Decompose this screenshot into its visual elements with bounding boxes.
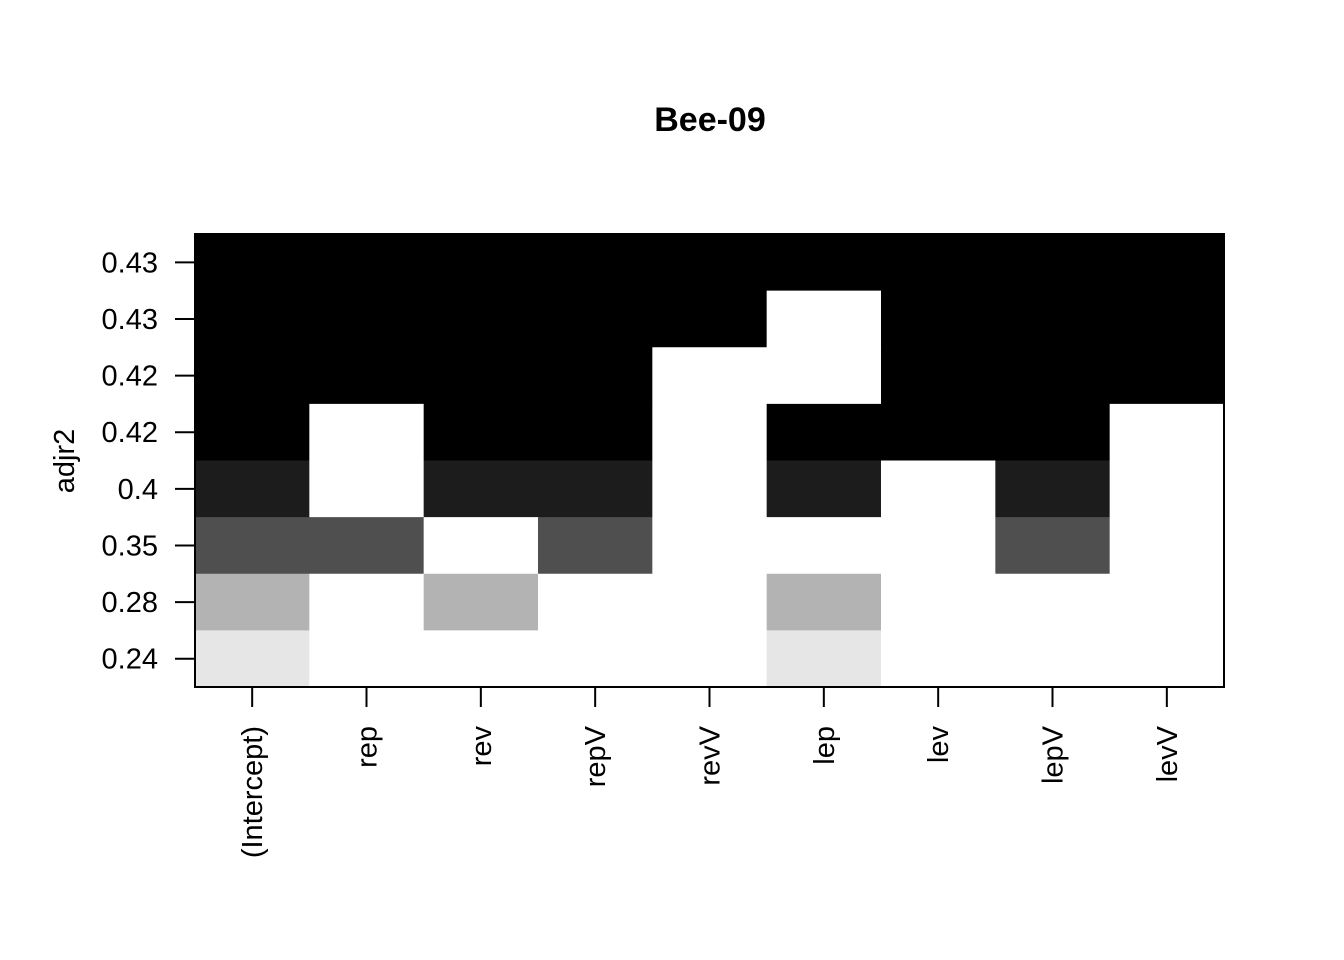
y-axis: 0.43 0.43 0.42 0.42 0.4 0.35 0.28 0.24 [102,247,195,676]
y-tick-label: 0.4 [118,474,158,506]
heatmap-cells [195,234,1225,688]
heatmap-cell-r1-c4 [652,290,768,348]
heatmap-cell-r6-c6 [881,573,996,631]
x-tick-label: rep [352,726,384,768]
heatmap-cell-r0-c6 [881,234,996,292]
heatmap-cell-r7-c7 [995,630,1111,688]
chart-title: Bee-09 [654,101,766,139]
heatmap-cell-r2-c2 [423,347,539,405]
heatmap-cell-r2-c7 [995,347,1111,405]
heatmap-cell-r4-c6 [881,460,996,518]
heatmap-cell-r7-c8 [1109,630,1225,688]
heatmap-cell-r6-c3 [538,573,653,631]
x-tick-label: levV [1152,725,1184,782]
x-axis: (Intercept) rep rev repV revV lep lev lepV levV [237,687,1184,858]
heatmap-cell-r0-c7 [995,234,1111,292]
heatmap-cell-r3-c4 [652,403,768,462]
heatmap-cell-r1-c5 [766,290,882,348]
heatmap-cell-r1-c1 [309,290,425,348]
heatmap-cell-r0-c5 [766,234,882,292]
heatmap-cell-r7-c1 [309,630,425,688]
heatmap-cell-r4-c0 [195,460,310,518]
heatmap-cell-r6-c7 [995,573,1111,631]
heatmap-cell-r6-c5 [766,573,882,631]
heatmap-cell-r6-c8 [1109,573,1225,631]
heatmap-cell-r5-c0 [195,517,310,575]
y-tick-label: 0.42 [102,417,158,449]
heatmap-cell-r2-c0 [195,347,310,405]
heatmap-cell-r0-c3 [538,234,653,292]
heatmap-cell-r2-c3 [538,347,653,405]
heatmap-cell-r2-c6 [881,347,996,405]
heatmap-cell-r3-c8 [1109,403,1225,462]
x-tick-label: lepV [1038,725,1070,784]
y-tick-label: 0.24 [102,644,158,676]
x-tick-label: revV [695,725,727,785]
heatmap-cell-r6-c0 [195,573,310,631]
heatmap-cell-r7-c4 [652,630,768,688]
heatmap-cell-r1-c7 [995,290,1111,348]
heatmap-cell-r1-c0 [195,290,310,348]
x-tick-label: rev [466,726,498,767]
y-axis-label: adjr2 [49,429,81,494]
heatmap-cell-r3-c1 [309,403,425,462]
y-tick-label: 0.28 [102,587,158,619]
heatmap-cell-r1-c2 [423,290,539,348]
y-tick-label: 0.42 [102,361,158,393]
heatmap-cell-r7-c5 [766,630,882,688]
heatmap-cell-r3-c6 [881,403,996,462]
heatmap-cell-r4-c2 [423,460,539,518]
heatmap-cell-r1-c3 [538,290,653,348]
heatmap-cell-r1-c8 [1109,290,1225,348]
heatmap-cell-r7-c2 [423,630,539,688]
heatmap-cell-r0-c4 [652,234,768,292]
heatmap-cell-r4-c7 [995,460,1111,518]
heatmap-cell-r0-c0 [195,234,310,292]
heatmap-cell-r4-c3 [538,460,653,518]
heatmap-cell-r1-c6 [881,290,996,348]
heatmap-cell-r7-c6 [881,630,996,688]
heatmap-cell-r5-c4 [652,517,768,575]
heatmap-cell-r6-c4 [652,573,768,631]
heatmap-cell-r5-c6 [881,517,996,575]
x-tick-label: (Intercept) [237,726,269,858]
heatmap-cell-r5-c3 [538,517,653,575]
heatmap-cell-r3-c0 [195,403,310,462]
heatmap-cell-r3-c3 [538,403,653,462]
heatmap-cell-r4-c8 [1109,460,1225,518]
heatmap-cell-r6-c2 [423,573,539,631]
heatmap-cell-r2-c8 [1109,347,1225,405]
heatmap-cell-r5-c8 [1109,517,1225,575]
heatmap-cell-r0-c8 [1109,234,1225,292]
heatmap-cell-r3-c7 [995,403,1111,462]
heatmap-cell-r2-c5 [766,347,882,405]
heatmap-cell-r2-c1 [309,347,425,405]
heatmap-cell-r5-c7 [995,517,1111,575]
heatmap-cell-r7-c0 [195,630,310,688]
heatmap-cell-r2-c4 [652,347,768,405]
heatmap-cell-r7-c3 [538,630,653,688]
y-tick-label: 0.43 [102,247,158,279]
heatmap-cell-r4-c5 [766,460,882,518]
x-tick-label: repV [580,725,612,787]
y-tick-label: 0.35 [102,530,158,562]
heatmap-cell-r4-c4 [652,460,768,518]
heatmap-cell-r0-c1 [309,234,425,292]
heatmap-cell-r5-c2 [423,517,539,575]
heatmap-cell-r3-c2 [423,403,539,462]
y-tick-label: 0.43 [102,304,158,336]
heatmap-cell-r5-c1 [309,517,425,575]
heatmap-cell-r5-c5 [766,517,882,575]
heatmap-cell-r0-c2 [423,234,539,292]
x-tick-label: lev [923,726,955,764]
heatmap-cell-r3-c5 [766,403,882,462]
heatmap-cell-r4-c1 [309,460,425,518]
heatmap-cell-r6-c1 [309,573,425,631]
x-tick-label: lep [809,726,841,765]
